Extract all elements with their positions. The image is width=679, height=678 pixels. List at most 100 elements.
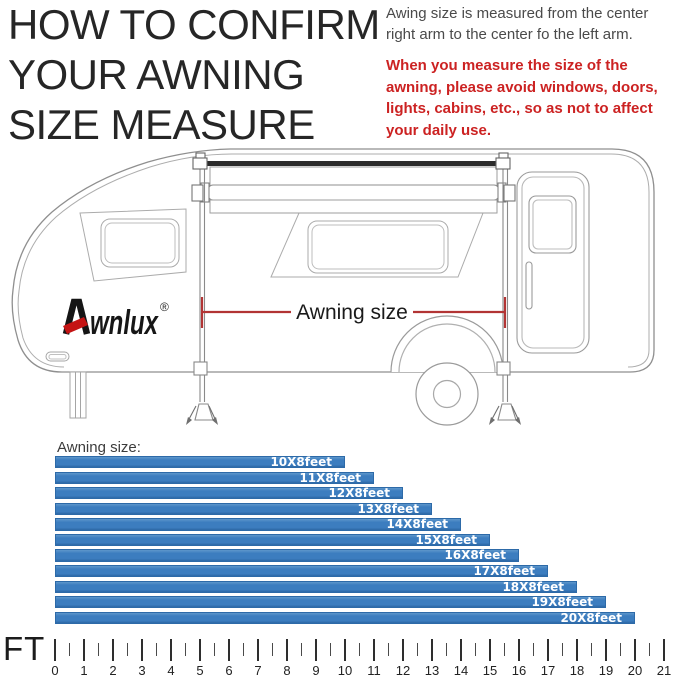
measure-warning-text: When you measure the size of the awning,… [386,57,658,139]
measure-label: Awning size [296,301,408,324]
ruler-number-6: 6 [225,663,233,678]
bar-label: 19X8feet [531,595,593,610]
ruler-halftick [213,643,216,656]
bar-label: 14X8feet [386,517,448,532]
ruler-tick-3 [141,639,144,661]
right-body-bracket [496,361,511,376]
awning-size-bar-12ft: 12X8feet [55,487,403,500]
ruler-number-5: 5 [196,663,204,678]
jack-stand-lines [75,372,81,418]
size-bars-chart: 10X8feet 11X8feet 12X8feet 13X8feet 14X8feet… [55,456,635,627]
ruler-halftick [561,643,564,656]
rv-windows [79,208,484,282]
ruler-tick-12 [402,639,405,661]
fender-arc-inner [398,323,496,373]
awning-size-bar-16ft: 16X8feet [55,549,519,562]
ruler-tick-1 [83,639,86,661]
ruler-tick-17 [547,639,550,661]
registered-mark: ® [160,300,169,314]
rv-door [516,171,590,354]
ruler-tick-5 [199,639,202,661]
ruler-halftick [184,643,187,656]
ruler-tick-21 [663,639,666,661]
brand-logo: wnlux ® [62,298,169,342]
bar-label: 15X8feet [415,532,477,547]
ruler-number-13: 13 [424,663,440,678]
awning-size-bar-14ft: 14X8feet [55,517,461,532]
bar-label: 20X8feet [560,610,622,625]
logo-red-swoosh [63,317,88,334]
page-title: HOW TO CONFIRM YOUR AWNING SIZE MEASURE [8,1,380,148]
fender-arc-line [390,315,504,373]
awning-size-bar-10ft: 10X8feet [55,456,345,469]
awning-arms [186,152,521,425]
ruler-number-21: 21 [656,663,672,678]
ruler-tick-20 [634,639,637,661]
right-arm-top-bracket [495,157,511,170]
awning-size-bar-20ft: 20X8feet [55,610,635,625]
ruler-halftick [648,643,651,656]
ruler-number-7: 7 [254,663,262,678]
rv-wheel [390,315,504,426]
ruler-halftick [300,643,303,656]
right-arm-foot [497,403,517,421]
ruler-number-17: 17 [540,663,556,678]
left-arm-top-bracket [192,157,208,170]
ruler-tick-13 [431,639,434,661]
rv-accessories [45,351,87,419]
ruler-halftick [387,643,390,656]
ruler-tick-19 [605,639,608,661]
ruler-halftick [97,643,100,656]
ruler-halftick [155,643,158,656]
ruler-number-14: 14 [453,663,469,678]
ruler-halftick [126,643,129,656]
left-stake-arrowhead [186,417,192,425]
ruler-halftick [619,643,622,656]
ruler-number-3: 3 [138,663,146,678]
ruler-number-12: 12 [395,663,411,678]
ruler-tick-10 [344,639,347,661]
fender-arc [391,316,503,372]
ruler-tick-2 [112,639,115,661]
marker-light-inner [48,354,67,360]
left-arm-foot [194,403,214,421]
ft-ruler: 0 1 2 3 4 5 6 7 8 9 10 11 12 13 14 15 16 17 18 19 20 21 [51,639,677,678]
ruler-halftick [416,643,419,656]
ruler-halftick [474,643,477,656]
ruler-tick-8 [286,639,289,661]
right-stake-arrowhead2 [515,417,521,425]
ruler-tick-9 [315,639,318,661]
awning-size-bar-18ft: 18X8feet [55,580,577,593]
ruler-number-8: 8 [283,663,291,678]
ruler-unit-label: FT [3,630,46,667]
awning-size-bar-19ft: 19X8feet [55,595,606,610]
ruler-number-18: 18 [569,663,585,678]
ruler-halftick [358,643,361,656]
awning-size-bar-11ft: 11X8feet [55,470,374,485]
ruler-tick-4 [170,639,173,661]
left-roller-bracket [191,184,204,202]
awning-size-bar-17ft: 17X8feet [55,564,548,579]
bar-label: 11X8feet [299,470,361,485]
ruler-tick-15 [489,639,492,661]
door-handle [525,261,533,310]
ruler-tick-6 [228,639,231,661]
ruler-number-1: 1 [80,663,88,678]
ruler-halftick [271,643,274,656]
awning-roller-tube [207,184,500,201]
awning-assembly [200,161,507,214]
ruler-number-9: 9 [312,663,320,678]
ruler-tick-14 [460,639,463,661]
awning-size-bar-15ft: 15X8feet [55,532,490,547]
ruler-tick-0 [54,639,57,661]
chart-title: Awning size: [57,439,141,456]
bar-label: 13X8feet [357,501,419,516]
mid-window-inner [311,224,445,270]
ruler-tick-18 [576,639,579,661]
ruler-halftick [532,643,535,656]
left-stake-arrowhead2 [212,417,218,425]
bar-label: 17X8feet [473,564,535,579]
ruler-halftick [68,643,71,656]
ruler-tick-11 [373,639,376,661]
